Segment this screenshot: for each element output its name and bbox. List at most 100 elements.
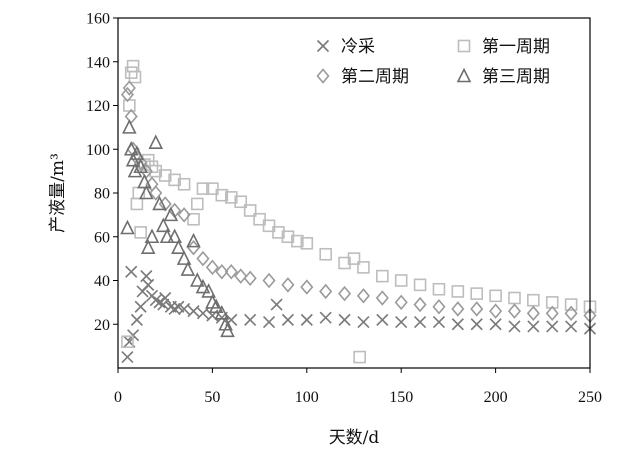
data-point [270, 298, 283, 311]
data-point [253, 212, 266, 226]
y-axis: 20 40 60 80 100 120 140 160 [86, 11, 118, 334]
data-point [357, 261, 370, 274]
data-point [300, 313, 313, 326]
data-point [489, 289, 502, 303]
data-point [451, 301, 465, 317]
x-tick-label: 100 [295, 389, 319, 406]
data-point [376, 269, 389, 283]
data-point [186, 232, 201, 248]
legend-label: 第一周期 [482, 37, 550, 57]
data-point [338, 285, 352, 302]
data-point [281, 277, 295, 293]
data-point [206, 182, 219, 195]
data-point [394, 274, 408, 287]
data-point [171, 239, 186, 254]
y-tick-label: 80 [94, 186, 110, 203]
x-axis: 0 50 100 150 200 250 [114, 368, 602, 406]
y-tick-label: 60 [94, 229, 110, 246]
data-point [129, 145, 145, 160]
data-point [124, 66, 138, 79]
data-point [139, 184, 154, 200]
x-tick-label: 50 [204, 389, 220, 406]
data-point [120, 219, 135, 235]
data-point [214, 305, 230, 320]
x-tick-label: 250 [578, 389, 602, 406]
legend-item: 第三周期 [456, 67, 550, 87]
data-point [177, 207, 191, 223]
data-point [208, 298, 224, 314]
data-point [123, 140, 139, 156]
data-point [215, 188, 229, 202]
legend-item: 第一周期 [457, 37, 550, 57]
data-point [205, 259, 219, 276]
data-point [262, 272, 276, 289]
data-point [224, 191, 238, 204]
data-point [152, 195, 167, 211]
data-point [190, 272, 205, 287]
data-point [186, 239, 201, 256]
data-point [527, 320, 540, 333]
data-point [187, 212, 200, 226]
data-point [123, 99, 136, 112]
data-point [470, 301, 484, 317]
data-point [244, 313, 257, 326]
data-marks [120, 59, 597, 364]
data-point [120, 86, 134, 103]
data-point [489, 303, 503, 319]
legend-item: 第二周期 [316, 67, 409, 87]
x-tick-label: 150 [389, 389, 413, 406]
data-point [196, 307, 210, 320]
data-point [178, 302, 191, 316]
data-point [122, 119, 137, 134]
data-point [395, 315, 408, 329]
y-tick-label: 140 [86, 54, 110, 71]
data-point [140, 239, 156, 254]
data-point [127, 162, 143, 178]
data-point [133, 158, 148, 174]
data-point [124, 108, 138, 125]
data-point [196, 250, 210, 267]
data-point [432, 299, 446, 315]
data-point [281, 230, 295, 244]
data-point [508, 291, 521, 305]
legend-marker [316, 68, 330, 84]
data-point [128, 70, 142, 84]
data-point [130, 313, 143, 326]
x-tick-label: 0 [114, 389, 122, 406]
data-point [347, 252, 361, 265]
data-point [338, 256, 351, 270]
data-point [187, 305, 200, 318]
data-point [300, 237, 314, 250]
y-tick-label: 40 [94, 273, 110, 290]
data-point [125, 265, 138, 278]
x-tick-label: 200 [484, 389, 508, 406]
data-point [545, 305, 559, 322]
data-point [153, 296, 166, 309]
data-point [234, 268, 248, 284]
data-point [451, 285, 465, 298]
data-point [176, 250, 192, 265]
data-point [130, 197, 144, 211]
y-tick-label: 120 [86, 98, 110, 115]
data-point [234, 195, 248, 209]
data-point [432, 282, 446, 296]
y-tick-label: 160 [86, 11, 110, 28]
data-point [195, 278, 211, 294]
series-1 [121, 265, 597, 364]
data-point [201, 283, 216, 298]
data-point [159, 291, 172, 305]
data-point [291, 234, 304, 248]
legend-item: 冷采 [316, 37, 375, 57]
data-point [243, 270, 257, 287]
data-point [262, 315, 276, 329]
data-point [159, 228, 175, 244]
data-point [375, 290, 389, 306]
y-tick-label: 20 [94, 317, 110, 334]
data-point [163, 206, 179, 222]
data-point [319, 247, 332, 261]
data-point [414, 315, 427, 329]
data-point [432, 315, 446, 329]
data-point [149, 294, 162, 307]
data-point [168, 173, 181, 187]
